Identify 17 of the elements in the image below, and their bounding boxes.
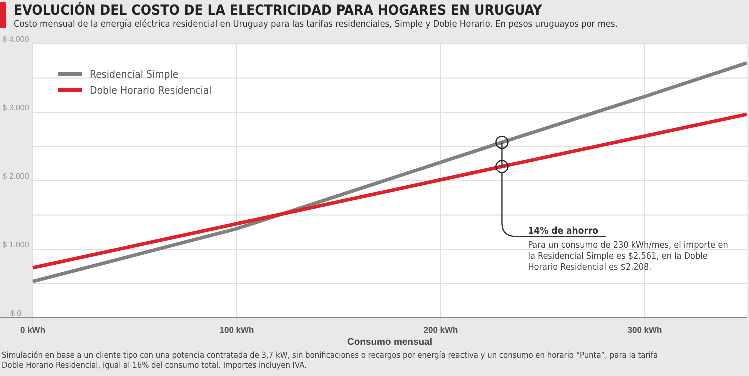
annotation: Para un consumo de 230 kWh/mes, el importe en la Residencial Simple es $2.561, en la Doble Horario Residencial es $2.208.: [528, 240, 728, 273]
x-axis-title: Consumo mensual: [348, 337, 432, 348]
y-tick-label: $ 3.000: [2, 104, 30, 112]
chart-title: EVOLUCIÓN DEL COSTO DE LA ELECTRICIDAD PARA HOGARES EN URUGUAY: [14, 2, 544, 19]
chart-subtitle: Costo mensual de la energía eléctrica residencial en Uruguay para las tarifas residenciales, Simple y Doble Horario. En pesos uruguayos por mes.: [14, 19, 618, 30]
y-tick-label: $ 0: [10, 309, 22, 318]
legend-label: Doble Horario Residencial: [90, 85, 212, 97]
annotation: 14% de ahorro: [528, 226, 599, 237]
x-tick-label: 100 kWh: [220, 325, 254, 335]
x-tick-label: 300 kWh: [628, 325, 662, 335]
x-tick-label: 0 kWh: [20, 325, 46, 335]
y-tick-label: $ 2.000: [2, 172, 30, 181]
x-tick-label: 200 kWh: [424, 325, 458, 335]
text: Simulación en base a un cliente tipo con una potencia contratada de 3,7 kW, sin bonificaciones o recargos por energía reactiva y un consumo en horario “Punta”, para la tarifa Doble Horario Residencial, igual al 16% del consumo total. Importes incluyen IVA.: [2, 350, 658, 370]
y-tick-label: $ 4.000: [2, 35, 30, 44]
y-tick-label: $ 1.000: [2, 240, 30, 250]
legend-label: Residencial Simple: [90, 69, 179, 81]
